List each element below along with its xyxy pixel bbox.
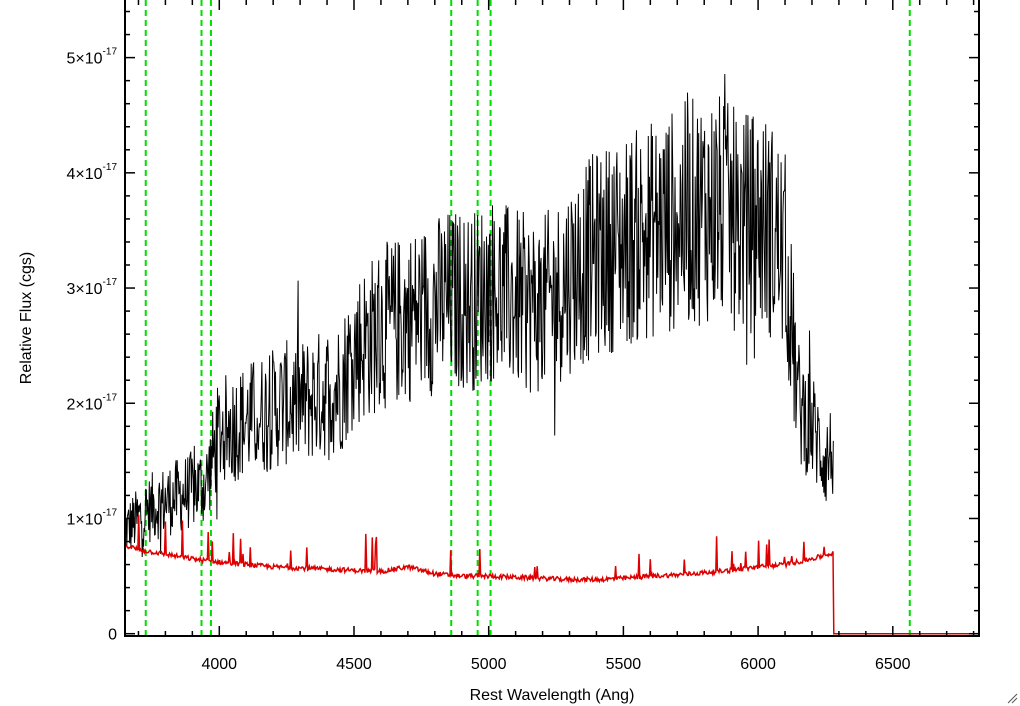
y-tick-label: 5×10-17 — [67, 47, 118, 68]
x-tick-label: 4500 — [336, 656, 372, 673]
y-tick-label: 1×10-17 — [67, 507, 118, 528]
y-tick-label: 4×10-17 — [67, 162, 118, 183]
y-axis-title: Relative Flux (cgs) — [18, 252, 35, 384]
x-tick-label: 5500 — [606, 656, 642, 673]
series-line-1 — [125, 514, 979, 635]
y-tick-label: 3×10-17 — [67, 277, 118, 298]
x-tick-label: 6500 — [875, 656, 911, 673]
x-tick-label: 5000 — [471, 656, 507, 673]
series-line-0 — [125, 73, 834, 558]
resize-grip-icon[interactable] — [1007, 693, 1018, 704]
y-tick-label: 0 — [108, 627, 117, 644]
x-tick-label: 6000 — [740, 656, 776, 673]
x-tick-label: 4000 — [201, 656, 237, 673]
plot-frame — [124, 0, 980, 637]
y-tick-label: 2×10-17 — [67, 392, 118, 413]
x-axis-title: Rest Wavelength (Ang) — [470, 687, 635, 704]
